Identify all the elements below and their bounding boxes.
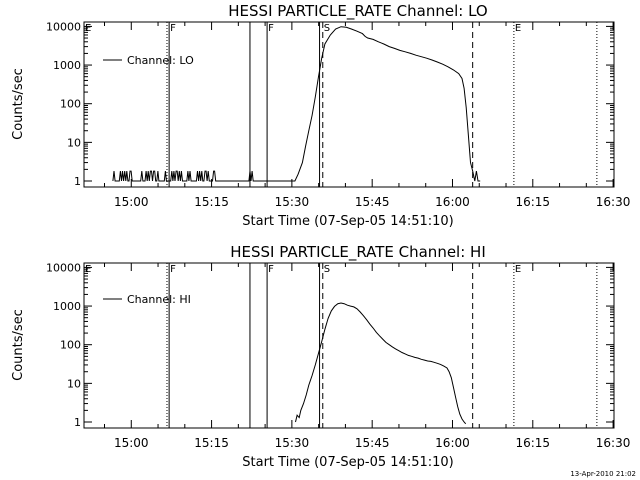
- panel-hi-x-axis-label: Start Time (07-Sep-05 14:51:10): [242, 455, 453, 470]
- panel-lo-title: HESSI PARTICLE_RATE Channel: LO: [228, 2, 487, 21]
- panel-lo-x-tick-label-5: 16:15: [515, 195, 550, 209]
- panel-lo-x-tick-label-6: 16:30: [596, 195, 631, 209]
- panel-lo-marker-label-4: F: [268, 23, 274, 34]
- panel-lo-y-tick-label-4: 10000: [46, 20, 81, 33]
- panel-lo-x-axis-label: Start Time (07-Sep-05 14:51:10): [242, 214, 453, 229]
- panel-lo-marker-label-2: F: [170, 23, 176, 34]
- panel-hi-y-tick-label-4: 10000: [46, 261, 81, 274]
- panel-hi-plot-frame: [83, 262, 615, 429]
- panel-hi-y-tick-label-1: 10: [67, 377, 81, 390]
- panel-hi-x-tick-label-3: 15:45: [355, 436, 390, 450]
- panel-hi-axis-ticks: [84, 263, 614, 428]
- panel-lo-marker-label-8: E: [515, 23, 521, 34]
- panel-lo-x-tick-label-1: 15:15: [194, 195, 229, 209]
- panel-lo-y-tick-labels: 1 10 100 1000 10000: [46, 20, 81, 188]
- panel-lo-y-axis-label: Counts/sec: [11, 68, 26, 140]
- panel-hi-marker-label-8: E: [515, 264, 521, 275]
- panel-lo-x-tick-labels: 15:00 15:15 15:30 15:45 16:00 16:15 16:30: [114, 195, 630, 209]
- panel-lo-marker-label-6: S: [324, 23, 330, 34]
- panel-hi-y-tick-label-2: 100: [60, 339, 81, 352]
- panel-lo-x-tick-label-4: 16:00: [435, 195, 470, 209]
- panel-hi-series-line: [295, 302, 467, 425]
- panel-lo-x-tick-label-3: 15:45: [355, 195, 390, 209]
- panel-hi-y-tick-labels: 1 10 100 1000 10000: [46, 261, 81, 429]
- panel-lo-plot-frame: [83, 21, 615, 188]
- panel-lo-marker-label-0: E: [85, 23, 91, 34]
- panel-lo-y-tick-label-3: 1000: [53, 59, 81, 72]
- panel-hi-x-tick-label-1: 15:15: [194, 436, 229, 450]
- panel-lo-legend-label: Channel: LO: [127, 54, 194, 67]
- footer-timestamp: 13-Apr-2010 21:02: [570, 470, 636, 478]
- panel-lo-series-line: [112, 26, 481, 182]
- panel-hi-x-tick-labels: 15:00 15:15 15:30 15:45 16:00 16:15 16:30: [114, 436, 630, 450]
- panel-hi-x-tick-label-4: 16:00: [435, 436, 470, 450]
- panel-hi-y-tick-label-3: 1000: [53, 300, 81, 313]
- panel-hi-x-tick-label-2: 15:30: [275, 436, 310, 450]
- panel-hi-legend-label: Channel: HI: [127, 293, 191, 306]
- panel-hi-marker-label-0: E: [85, 264, 91, 275]
- panel-hi-marker-label-2: F: [170, 264, 176, 275]
- panel-hi-y-tick-label-0: 1: [74, 416, 81, 429]
- panel-lo-y-tick-label-1: 10: [67, 136, 81, 149]
- panel-hi-x-tick-label-5: 16:15: [515, 436, 550, 450]
- panel-lo-x-tick-label-2: 15:30: [275, 195, 310, 209]
- panel-hi-y-axis-label: Counts/sec: [11, 309, 26, 381]
- panel-lo-x-tick-label-0: 15:00: [114, 195, 149, 209]
- panel-lo-y-tick-label-0: 1: [74, 175, 81, 188]
- panel-hi-marker-label-4: F: [268, 264, 274, 275]
- panel-hi-x-tick-label-0: 15:00: [114, 436, 149, 450]
- panel-hi-x-tick-label-6: 16:30: [596, 436, 631, 450]
- panel-lo-y-tick-label-2: 100: [60, 98, 81, 111]
- panel-hi-marker-label-6: S: [324, 264, 330, 275]
- panel-hi-title: HESSI PARTICLE_RATE Channel: HI: [230, 243, 486, 262]
- panel-lo-axis-ticks: [84, 22, 614, 187]
